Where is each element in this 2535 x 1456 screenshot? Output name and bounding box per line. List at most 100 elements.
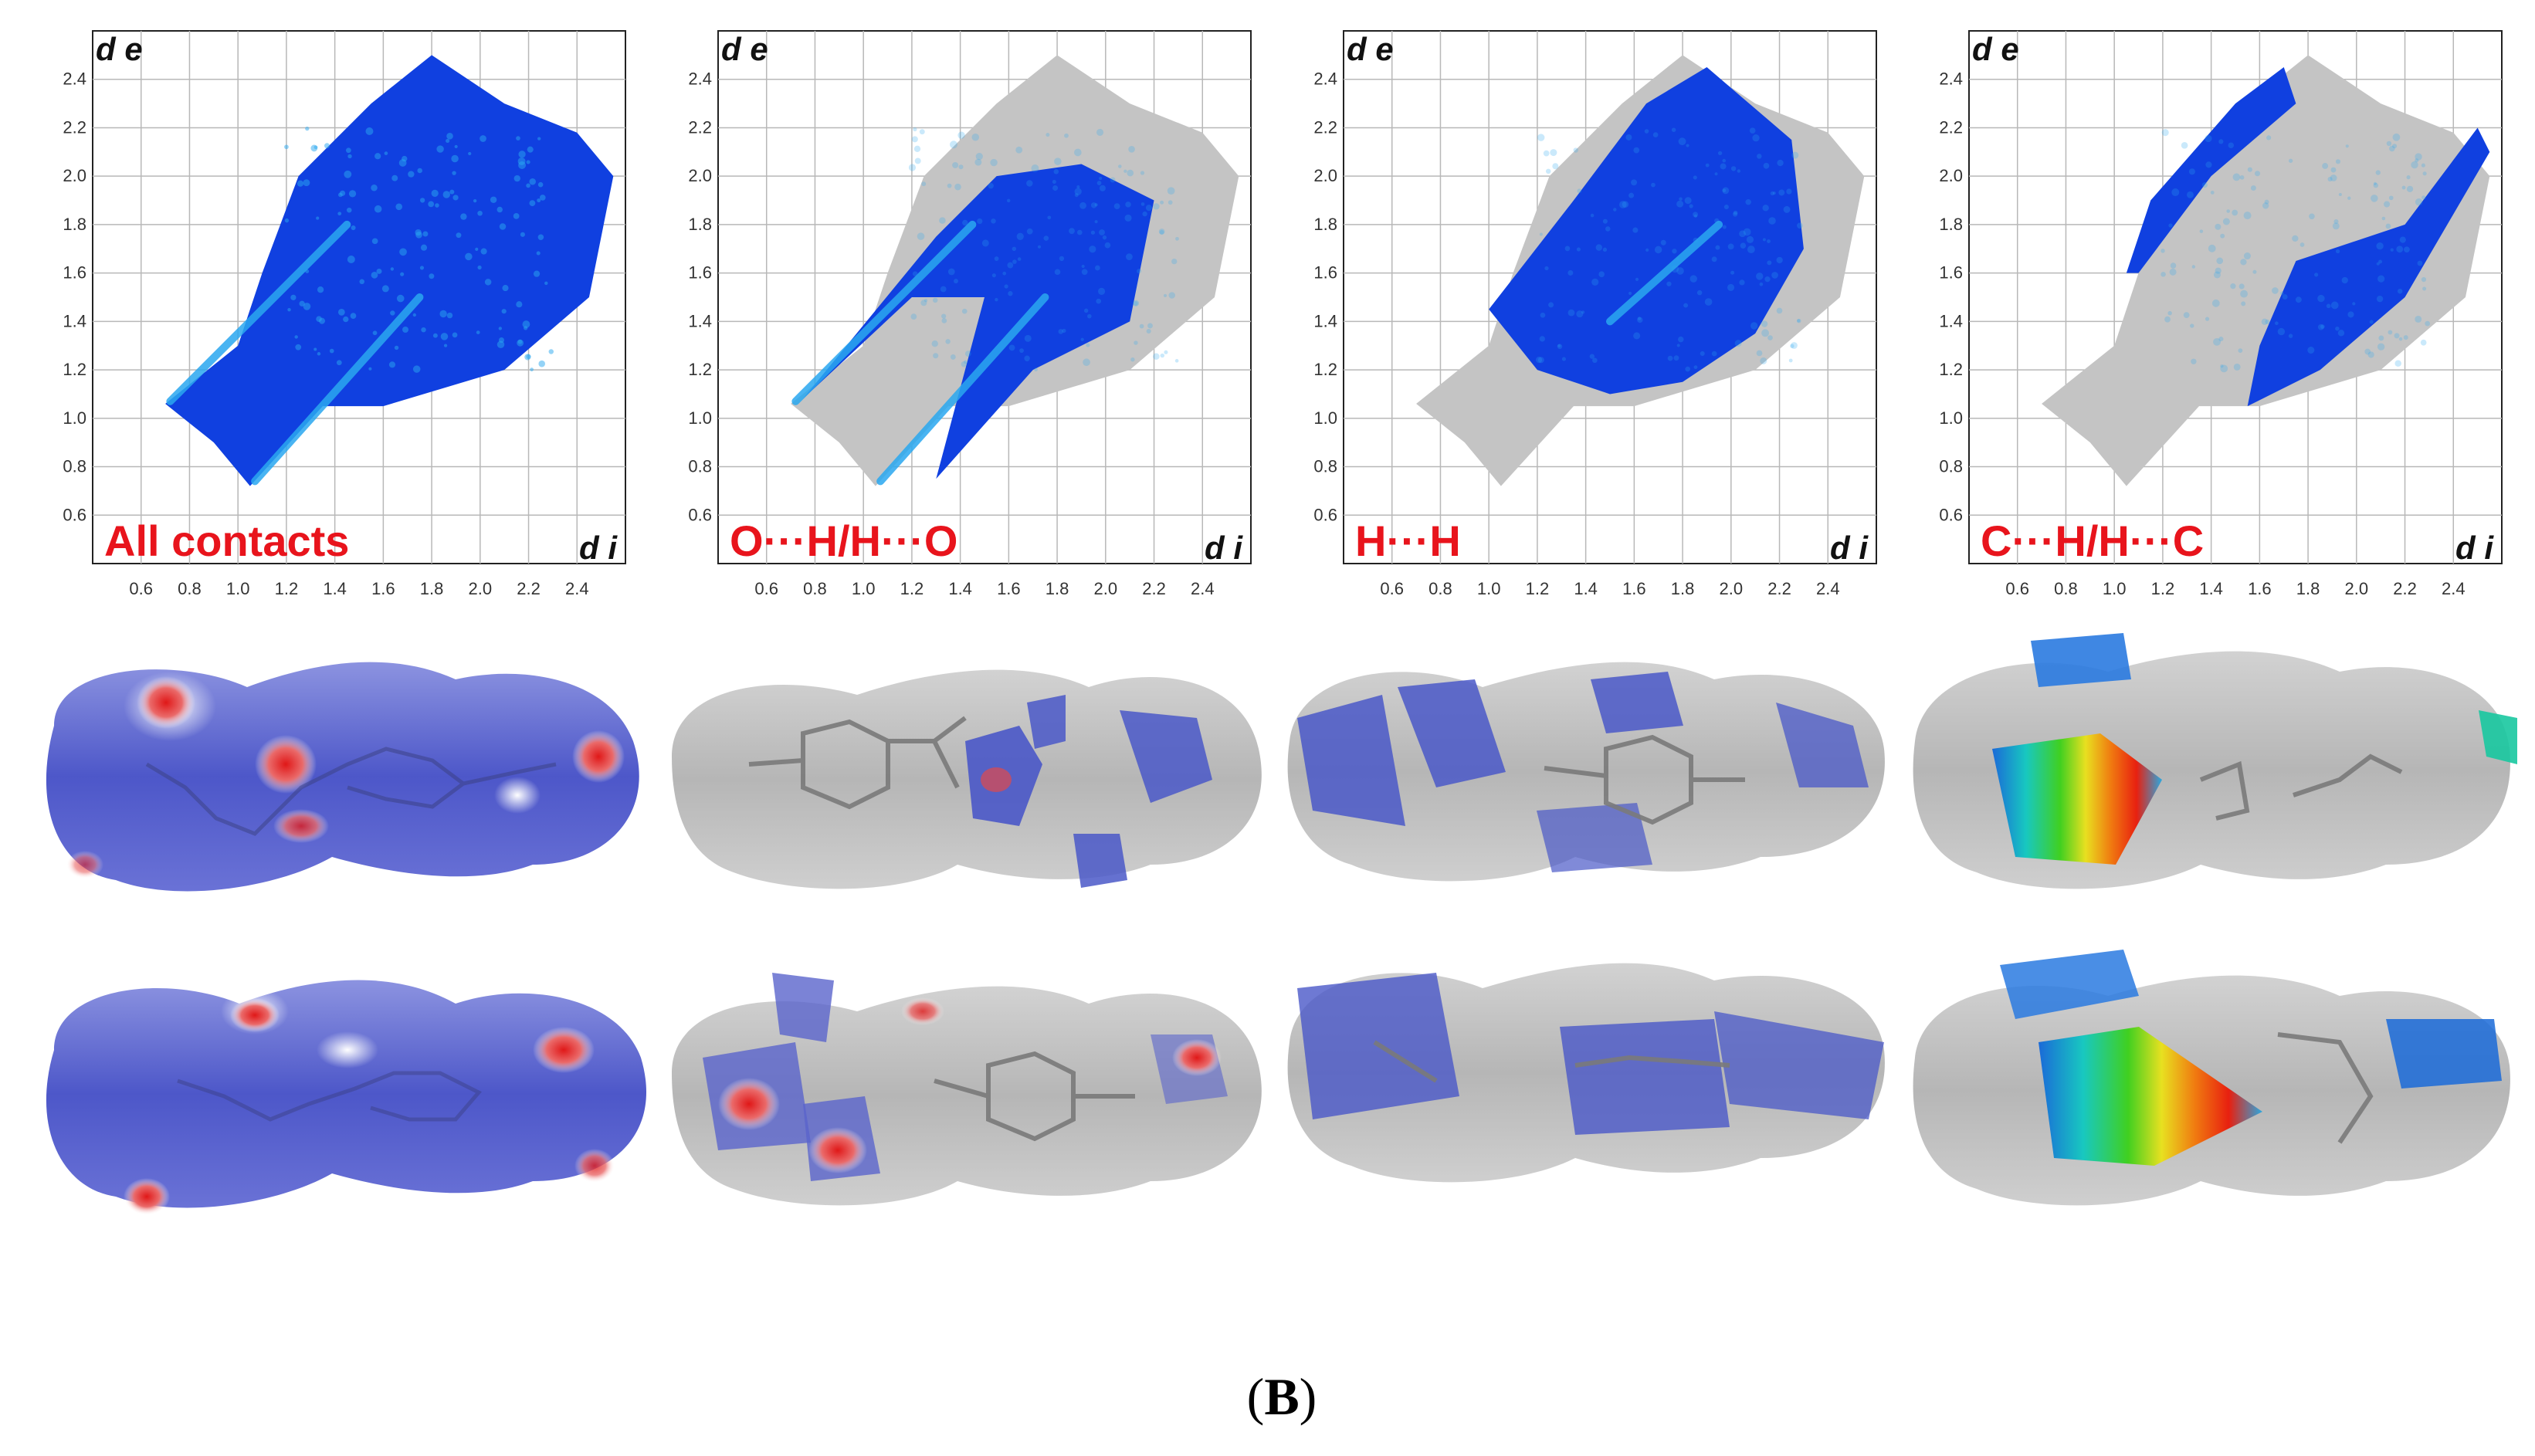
fingerprint-point [402,155,408,162]
fingerprint-point [524,326,528,330]
surface-o-h-view-1 [672,669,1262,889]
fingerprint-panel-all-contacts: 0.6 0.8 1.0 1.2 1.4 1.6 1.8 2.0 2.2 2.4 0.6 0.8 1.0 1… [31,23,638,625]
fingerprint-point [1750,322,1758,330]
fingerprint-point [2282,294,2288,300]
fingerprint-point [415,229,422,236]
fingerprint-point [1796,318,1801,323]
fingerprint-point [1123,169,1127,173]
fingerprint-point [1679,197,1683,201]
fingerprint-point [1046,133,1050,137]
fingerprint-point [1557,344,1561,347]
fingerprint-point [1746,235,1754,244]
fingerprint-point [1790,344,1794,348]
fingerprint-point [1689,275,1697,283]
x-tick-label: 2.4 [1191,579,1215,598]
fingerprint-point [1537,134,1545,141]
fingerprint-point [1788,358,1793,363]
fingerprint-point [1140,202,1145,206]
x-tick-label: 1.6 [2248,579,2272,598]
fingerprint-spike [166,220,351,405]
x-tick-label: 0.8 [1428,579,1452,598]
fingerprint-point [2264,199,2269,205]
fingerprint-point [537,181,544,188]
fingerprint-point [337,212,342,216]
fingerprint-point [913,127,917,132]
y-tick-label: 1.2 [1939,360,1963,379]
fingerprint-point [374,153,381,160]
fingerprint-point [1130,357,1135,362]
fingerprint-point [1004,284,1008,289]
x-tick-label: 1.0 [852,579,876,598]
fingerprint-point [1017,257,1022,261]
fingerprint-point [316,316,322,322]
fingerprint-point [1016,232,1024,240]
fingerprint-point [372,330,378,336]
fingerprint-point [2226,209,2230,213]
fingerprint-point [1026,180,1033,187]
x-tick-label: 2.4 [565,579,589,598]
fingerprint-point [2262,202,2269,209]
fingerprint-point [337,308,345,316]
fingerprint-point [1618,201,1627,208]
fingerprint-point [2378,259,2383,264]
fingerprint-point [548,349,554,354]
fingerprint-point [1734,340,1742,347]
fingerprint-point [1002,271,1007,276]
fingerprint-point [1756,350,1763,357]
fingerprint-point [1550,149,1557,157]
fingerprint-point [2373,181,2377,185]
fingerprint-point [347,255,355,263]
fingerprint-point [1720,163,1727,170]
fingerprint-point [1074,188,1082,195]
fingerprint-point [1730,270,1735,275]
fingerprint-point [1124,214,1132,222]
surface-h-h-view-1 [1287,662,1885,882]
fingerprint-point [384,151,388,155]
x-axis-label: d i [2455,530,2494,566]
y-tick-label: 1.4 [1939,311,1963,330]
y-tick-label: 2.4 [63,69,86,89]
fingerprint-point [496,206,503,213]
fingerprint-point [2388,195,2394,201]
fingerprint-point [1633,147,1640,154]
fingerprint-point [1052,179,1056,185]
fingerprint-point [908,164,917,171]
fingerprint-point [1761,320,1768,327]
fingerprint-point [336,360,342,366]
fingerprint-point [2398,337,2403,341]
surface-o-h-view-2 [672,973,1262,1206]
fingerprint-point [1714,172,1718,176]
fingerprint-point [1714,218,1720,224]
fingerprint-point [957,131,965,139]
fingerprint-point [2335,326,2340,331]
fingerprint-point [2341,276,2348,284]
fingerprint-point [2420,339,2427,346]
fingerprint-point [376,268,382,274]
fingerprint-point [2322,163,2329,169]
x-tick-label: 0.8 [178,579,202,598]
fingerprint-point [2417,260,2423,266]
x-axis-label: d i [579,530,618,566]
fingerprint-point [439,310,447,318]
fingerprint-point [2220,364,2224,368]
fingerprint-point [939,217,946,224]
fingerprint-point [1567,309,1575,317]
fingerprint-point [911,136,918,143]
fingerprint-point [2240,290,2248,298]
x-tick-label: 1.8 [420,579,444,598]
x-tick-label: 0.8 [2054,579,2078,598]
fingerprint-point [2215,267,2222,274]
fingerprint-point [1174,359,1179,363]
fingerprint-point [533,270,541,277]
fingerprint-point [2388,330,2393,335]
x-tick-label: 2.0 [2345,579,2369,598]
fingerprint-point [964,350,971,357]
fingerprint-point [1730,166,1737,171]
contact-patch [1992,733,2162,865]
fingerprint-point [2335,249,2340,254]
fingerprint-point [1043,235,1049,241]
fingerprint-point [1096,128,1104,136]
fingerprint-point [1632,227,1639,233]
y-tick-label: 0.6 [1313,505,1337,524]
fingerprint-point [305,269,310,273]
